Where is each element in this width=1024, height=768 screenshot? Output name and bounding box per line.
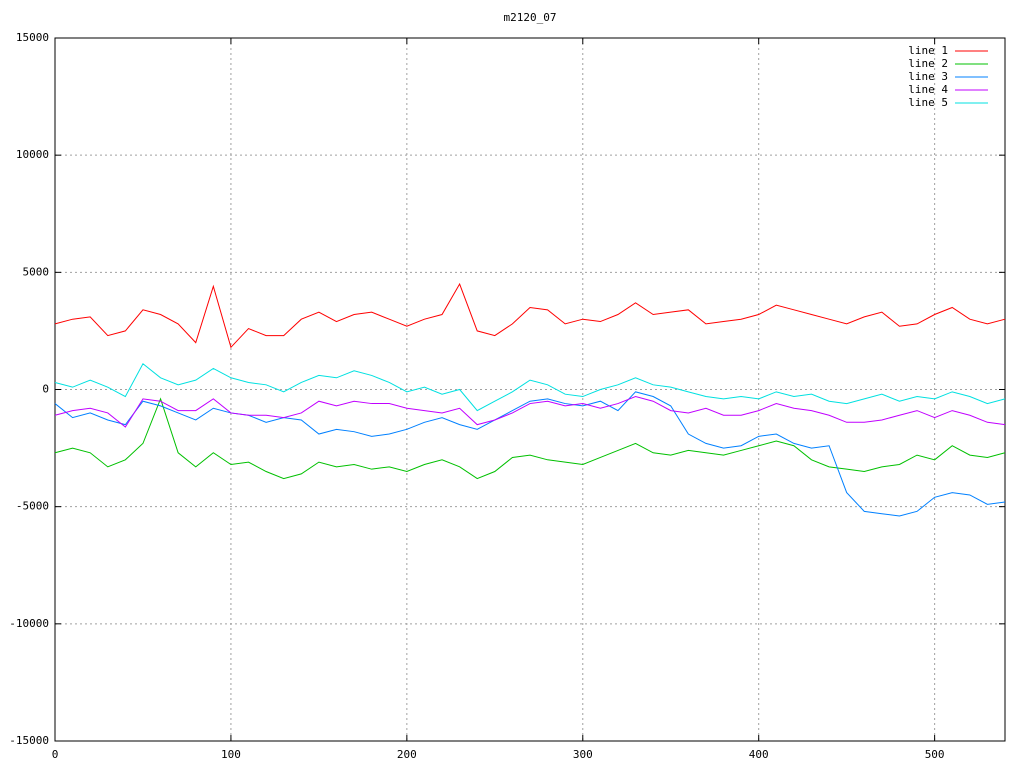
series-line [54, 391, 1006, 517]
x-tick-label: 500 [925, 748, 945, 761]
plot-frame [54, 37, 1006, 742]
x-tick-label: 100 [221, 748, 241, 761]
series-line [54, 282, 1006, 349]
x-tick-label: 0 [52, 748, 59, 761]
y-tick-label: -10000 [9, 617, 49, 630]
y-tick-label: -5000 [16, 500, 49, 513]
chart-title: m2120_07 [504, 11, 557, 24]
series-line [54, 397, 1006, 480]
legend-label: line 3 [908, 70, 948, 83]
series-line [54, 362, 1006, 412]
legend-label: line 4 [908, 83, 948, 96]
y-tick-label: 5000 [23, 265, 50, 278]
x-tick-label: 300 [573, 748, 593, 761]
x-tick-label: 400 [749, 748, 769, 761]
y-tick-label: 0 [42, 383, 49, 396]
series-line [54, 396, 1006, 428]
y-tick-label: -15000 [9, 734, 49, 747]
legend-label: line 2 [908, 57, 948, 70]
legend-label: line 1 [908, 44, 948, 57]
y-tick-label: 15000 [16, 31, 49, 44]
legend-label: line 5 [908, 96, 948, 109]
y-tick-label: 10000 [16, 148, 49, 161]
x-tick-label: 200 [397, 748, 417, 761]
